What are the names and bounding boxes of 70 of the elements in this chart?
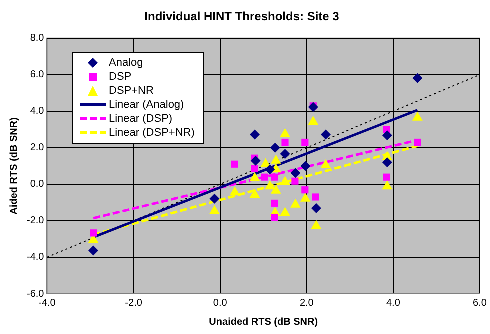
point — [270, 154, 282, 164]
point — [230, 186, 240, 196]
legend-label: Linear (Analog) — [109, 98, 184, 112]
point — [271, 214, 278, 222]
point — [290, 198, 301, 208]
point — [412, 73, 423, 84]
point — [250, 165, 258, 172]
point — [250, 189, 260, 198]
point — [308, 116, 319, 126]
legend-label: Linear (DSP+NR) — [109, 126, 195, 140]
legend-label: DSP — [109, 70, 132, 84]
point — [382, 130, 392, 141]
point — [311, 203, 322, 214]
point — [320, 159, 332, 168]
x-tick-label: 4.0 — [386, 298, 401, 309]
y-tick-label: -2.0 — [26, 216, 45, 227]
point — [90, 230, 98, 237]
point — [280, 207, 290, 216]
point — [382, 158, 392, 168]
point — [382, 180, 393, 190]
point — [311, 220, 322, 230]
point — [302, 138, 309, 146]
point — [280, 128, 290, 138]
point — [308, 102, 318, 112]
point — [265, 164, 276, 175]
x-tick-label: 2.0 — [300, 298, 314, 309]
legend-label: Linear (DSP) — [109, 112, 173, 126]
y-tick-label: -4.0 — [26, 252, 45, 264]
point — [270, 142, 280, 153]
point — [270, 184, 282, 194]
point — [320, 130, 331, 140]
point — [264, 180, 276, 190]
point — [271, 200, 278, 207]
point — [231, 160, 238, 168]
legend-label: DSP+NR — [109, 84, 154, 98]
point — [280, 149, 290, 160]
point — [312, 194, 320, 201]
point — [383, 174, 390, 181]
y-tick-label: 6.0 — [30, 70, 45, 81]
x-axis-title: Unaided RTS (dB SNR) — [209, 316, 318, 328]
y-tick-label: -6.0 — [26, 288, 45, 300]
point — [250, 172, 260, 182]
legend-label: Analog — [109, 56, 144, 70]
y-tick-label: 0.0 — [30, 179, 45, 190]
point — [271, 174, 278, 181]
point — [282, 138, 289, 146]
point — [412, 112, 423, 121]
x-tick-label: 0.0 — [213, 298, 228, 309]
point — [250, 156, 261, 166]
x-tick-label: -4.0 — [38, 298, 56, 309]
y-axis-title: Aided RTS (dB SNR) — [8, 118, 20, 215]
point — [280, 176, 290, 186]
point — [210, 205, 220, 214]
y-tick-label: 2.0 — [30, 142, 45, 154]
point — [414, 138, 422, 146]
y-tick-label: 8.0 — [30, 33, 45, 44]
point — [300, 192, 311, 202]
point — [290, 168, 301, 178]
point — [292, 178, 299, 185]
point — [88, 246, 99, 256]
x-tick-label: 6.0 — [473, 298, 488, 309]
chart-title: Individual HINT Thresholds: Site 3 — [144, 10, 340, 24]
y-tick-label: 4.0 — [30, 106, 45, 118]
point — [210, 194, 220, 204]
x-tick-label: -2.0 — [125, 298, 143, 309]
point — [302, 186, 309, 194]
point — [300, 161, 311, 172]
point — [261, 174, 268, 181]
point — [260, 158, 271, 168]
point — [250, 130, 260, 140]
